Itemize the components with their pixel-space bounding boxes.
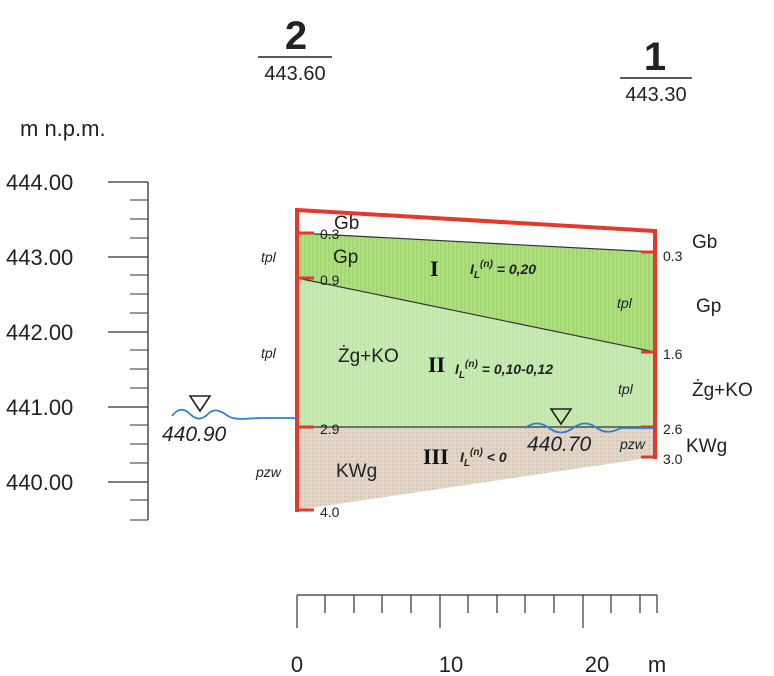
- soil-label: Gp: [333, 247, 358, 268]
- layer-I-label: I IL(n) = 0,20: [430, 256, 536, 281]
- scale-tick-label: 0: [291, 652, 303, 676]
- depth-label: 1.6: [663, 346, 683, 362]
- elevation-axis-unit: m n.p.m.: [20, 116, 106, 141]
- scale-unit: m: [648, 652, 666, 676]
- elevation-tick-label: 440.00: [6, 470, 73, 495]
- elevation-minor-ticks: [130, 199, 148, 521]
- layer-roman-numeral: I: [430, 256, 439, 281]
- depth-label: 0.9: [320, 272, 340, 288]
- depth-label: 0.3: [663, 248, 683, 264]
- depth-label: 0.3: [320, 226, 340, 242]
- groundwater-left: 440.90: [162, 395, 297, 446]
- soil-label: KWg: [686, 436, 727, 457]
- soil-label: Żg+KO: [692, 380, 753, 401]
- borehole-2-header: 2 443.60: [258, 14, 332, 85]
- borehole-1-number: 1: [644, 35, 666, 79]
- layer-III-label: III IL(n) < 0: [423, 444, 507, 469]
- boundary-gp-zg: [296, 277, 656, 353]
- depth-label: 2.9: [320, 421, 340, 437]
- borehole-1-header: 1 443.30: [620, 35, 692, 106]
- elevation-major-ticks: [108, 181, 148, 483]
- soil-label: Gp: [696, 296, 721, 317]
- water-level-triangle-icon: [549, 408, 573, 426]
- state-label: pzw: [255, 464, 282, 480]
- water-level-value: 440.90: [162, 423, 227, 446]
- horizontal-scale: 0 10 20 m: [291, 594, 666, 676]
- layer-III-kwg-dots: [297, 427, 655, 510]
- water-level-value: 440.70: [527, 433, 592, 456]
- layer-il-value: IL(n) = 0,10-0,12: [455, 359, 553, 381]
- state-label: tpl: [617, 295, 633, 311]
- scale-tick-label: 10: [439, 652, 463, 676]
- soil-label: KWg: [336, 461, 377, 482]
- state-label: tpl: [261, 249, 277, 265]
- column-top: [296, 208, 656, 233]
- elevation-tick-label: 442.00: [6, 320, 73, 345]
- layer-II-zg-ko-hatch: [297, 278, 655, 427]
- boundary-gb-gp: [296, 232, 656, 253]
- borehole-1-depth-ticks: [641, 250, 655, 459]
- soil-label: Gb: [692, 232, 717, 253]
- borehole-1-elevation: 443.30: [625, 84, 686, 106]
- groundwater-right: 440.70: [524, 408, 655, 456]
- layer-il-value: IL(n) < 0: [460, 447, 507, 469]
- elevation-tick-label: 444.00: [6, 170, 73, 195]
- elevation-tick-label: 441.00: [6, 395, 73, 420]
- water-level-wave: [171, 408, 297, 420]
- borehole-2-elevation: 443.60: [264, 63, 325, 85]
- soil-label: Gb: [334, 213, 359, 234]
- layer-roman-numeral: II: [428, 352, 445, 377]
- cross-section: 0.3 0.9 2.9 4.0 Gb Gp Żg+KO KWg tpl tpl …: [255, 208, 753, 520]
- depth-label: 4.0: [320, 504, 340, 520]
- scale-tick-label: 20: [585, 652, 609, 676]
- borehole-2-depth-ticks: [297, 231, 314, 512]
- elevation-tick-label: 443.00: [6, 245, 73, 270]
- layer-roman-numeral: III: [423, 444, 449, 469]
- depth-label: 3.0: [663, 451, 683, 467]
- borehole-2-number: 2: [285, 14, 307, 58]
- water-level-triangle-icon: [188, 395, 212, 413]
- elevation-axis: m n.p.m. 444.00 443.00 442.00 441.00 440…: [6, 116, 149, 521]
- water-level-wave: [524, 422, 655, 434]
- layer-I-gp-hatch: [297, 233, 655, 352]
- layer-il-value: IL(n) = 0,20: [470, 259, 536, 281]
- state-label: pzw: [619, 436, 646, 452]
- depth-label: 2.6: [663, 421, 683, 437]
- layer-II-label: II IL(n) = 0,10-0,12: [428, 352, 553, 381]
- soil-label: Żg+KO: [338, 346, 399, 367]
- state-label: tpl: [261, 345, 277, 361]
- state-label: tpl: [618, 381, 634, 397]
